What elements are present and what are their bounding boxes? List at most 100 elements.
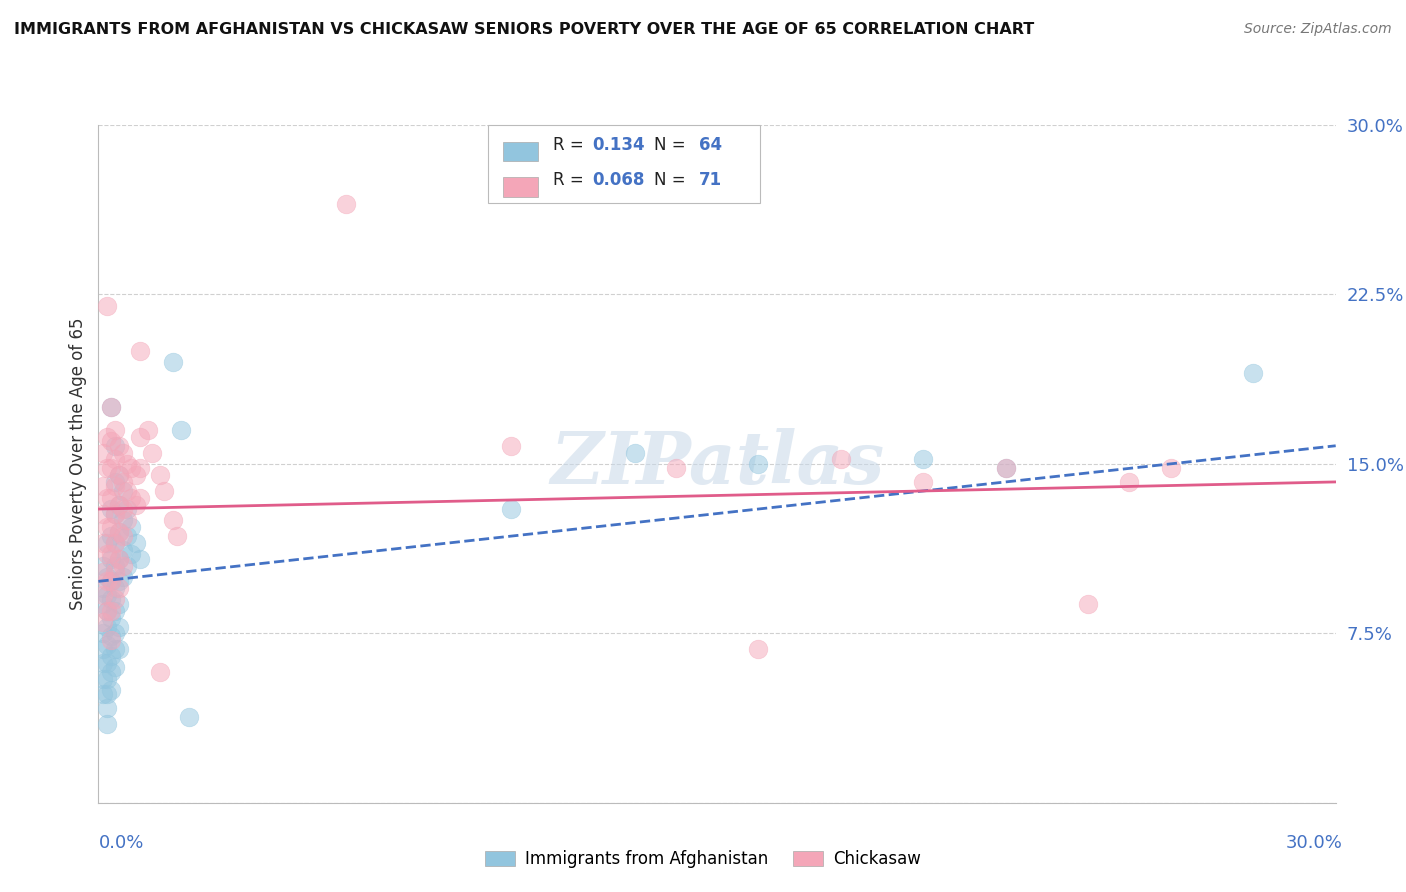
Text: 30.0%: 30.0%	[1286, 834, 1343, 852]
Point	[100, 629, 122, 643]
Point	[104, 475, 127, 489]
Point	[112, 475, 135, 489]
Point	[96, 604, 118, 618]
Point	[91, 615, 114, 629]
Point	[104, 604, 127, 618]
Point	[1241, 367, 1264, 381]
Text: 64: 64	[699, 136, 721, 154]
Point	[170, 423, 193, 437]
Point	[91, 479, 114, 493]
Point	[128, 430, 150, 444]
Point	[128, 461, 150, 475]
Point	[124, 498, 146, 512]
Point	[100, 633, 122, 648]
Point	[104, 536, 127, 550]
Point	[100, 682, 122, 697]
Point	[108, 468, 131, 483]
Point	[117, 529, 139, 543]
Point	[100, 461, 122, 475]
Point	[96, 461, 118, 475]
Legend: Immigrants from Afghanistan, Chickasaw: Immigrants from Afghanistan, Chickasaw	[478, 844, 928, 875]
Point	[91, 656, 114, 670]
Point	[499, 502, 522, 516]
Point	[91, 687, 114, 701]
Point	[100, 547, 122, 561]
Point	[96, 687, 118, 701]
Point	[100, 610, 122, 624]
Point	[100, 520, 122, 534]
Point	[91, 566, 114, 580]
Point	[120, 547, 142, 561]
Point	[100, 529, 122, 543]
Y-axis label: Seniors Poverty Over the Age of 65: Seniors Poverty Over the Age of 65	[69, 318, 87, 610]
Point	[108, 468, 131, 483]
Point	[91, 445, 114, 459]
Point	[112, 558, 135, 573]
Text: 71: 71	[699, 171, 721, 189]
Point	[128, 491, 150, 505]
Point	[91, 581, 114, 595]
Point	[96, 656, 118, 670]
Point	[117, 483, 139, 498]
Point	[100, 648, 122, 663]
Point	[91, 672, 114, 686]
Point	[153, 483, 176, 498]
Text: IMMIGRANTS FROM AFGHANISTAN VS CHICKASAW SENIORS POVERTY OVER THE AGE OF 65 CORR: IMMIGRANTS FROM AFGHANISTAN VS CHICKASAW…	[14, 22, 1035, 37]
Text: R =: R =	[553, 171, 589, 189]
Point	[104, 558, 127, 573]
Point	[100, 401, 122, 415]
Point	[100, 491, 122, 505]
Bar	[503, 178, 537, 197]
Point	[1077, 597, 1099, 611]
Point	[104, 452, 127, 467]
Point	[96, 430, 118, 444]
Point	[128, 551, 150, 566]
Point	[120, 491, 142, 505]
Point	[104, 423, 127, 437]
Point	[112, 542, 135, 557]
Point	[108, 439, 131, 453]
Point	[91, 536, 114, 550]
Point	[100, 551, 122, 566]
Point	[499, 439, 522, 453]
Point	[112, 570, 135, 584]
Point	[117, 457, 139, 471]
Text: Source: ZipAtlas.com: Source: ZipAtlas.com	[1244, 22, 1392, 37]
Point	[912, 475, 935, 489]
Point	[96, 574, 118, 589]
Point	[108, 642, 131, 657]
Point	[117, 513, 139, 527]
Point	[96, 604, 118, 618]
Point	[994, 461, 1017, 475]
Point	[108, 619, 131, 633]
Text: 0.134: 0.134	[592, 136, 645, 154]
Point	[96, 619, 118, 633]
Text: 0.068: 0.068	[592, 171, 644, 189]
Point	[335, 197, 357, 211]
Point	[96, 672, 118, 686]
Point	[1118, 475, 1140, 489]
Point	[91, 588, 114, 602]
Point	[162, 513, 184, 527]
Point	[166, 529, 188, 543]
Point	[104, 642, 127, 657]
Point	[830, 452, 852, 467]
Point	[124, 536, 146, 550]
Point	[104, 439, 127, 453]
Point	[96, 701, 118, 715]
Point	[747, 457, 769, 471]
Point	[124, 468, 146, 483]
Point	[108, 551, 131, 566]
Point	[112, 445, 135, 459]
Point	[91, 558, 114, 573]
Text: 0.0%: 0.0%	[98, 834, 143, 852]
Point	[141, 445, 163, 459]
Text: N =: N =	[654, 136, 690, 154]
Point	[91, 642, 114, 657]
Point	[104, 479, 127, 493]
Point	[112, 483, 135, 498]
Point	[179, 710, 201, 724]
Point	[104, 581, 127, 595]
Text: N =: N =	[654, 171, 690, 189]
Point	[994, 461, 1017, 475]
